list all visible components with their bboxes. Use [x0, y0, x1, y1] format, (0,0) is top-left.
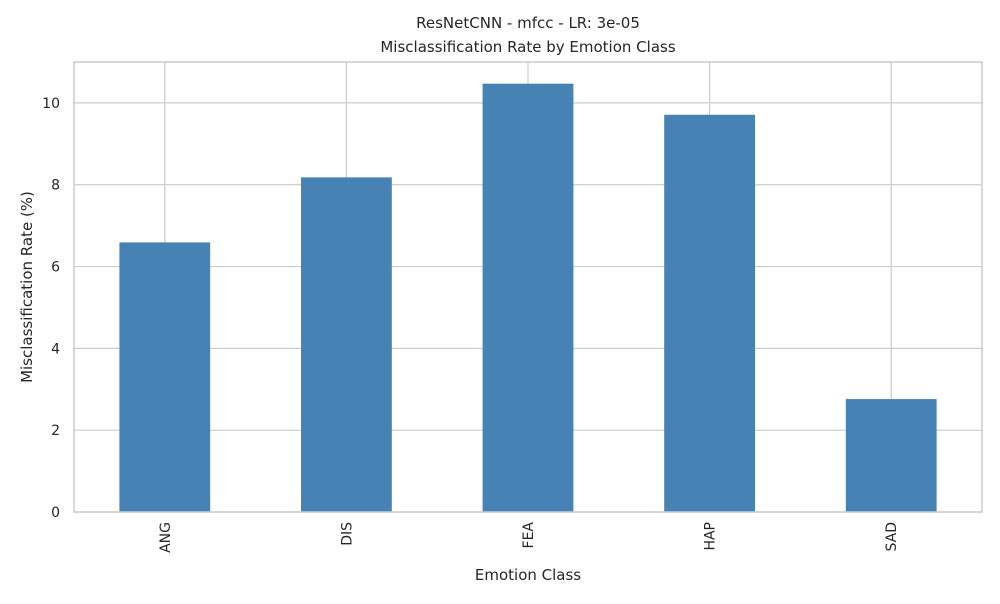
y-tick-label: 4 [51, 341, 60, 357]
x-tick-label: ANG [158, 522, 174, 553]
plot-frame [73, 61, 983, 513]
x-tick-label: HAP [703, 522, 719, 551]
x-tick-label: DIS [339, 522, 355, 546]
bar-dis [301, 177, 392, 512]
y-tick-label: 8 [51, 178, 60, 194]
bar-ang [119, 242, 211, 512]
x-tick-label: FEA [521, 522, 537, 549]
chart-subtitle: Misclassification Rate by Emotion Class [380, 38, 675, 56]
y-axis-label: Misclassification Rate (%) [18, 191, 36, 383]
x-tick-label: SAD [884, 522, 900, 552]
y-tick-label: 0 [51, 505, 60, 521]
bar-sad [845, 399, 937, 512]
y-tick-label: 2 [51, 423, 60, 439]
x-axis-label: Emotion Class [475, 566, 581, 584]
bar-hap [664, 114, 755, 512]
chart-title: ResNetCNN - mfcc - LR: 3e-05 [416, 14, 640, 32]
bar-fea [482, 83, 574, 512]
y-tick-label: 10 [42, 96, 60, 112]
y-tick-label: 6 [51, 260, 60, 276]
